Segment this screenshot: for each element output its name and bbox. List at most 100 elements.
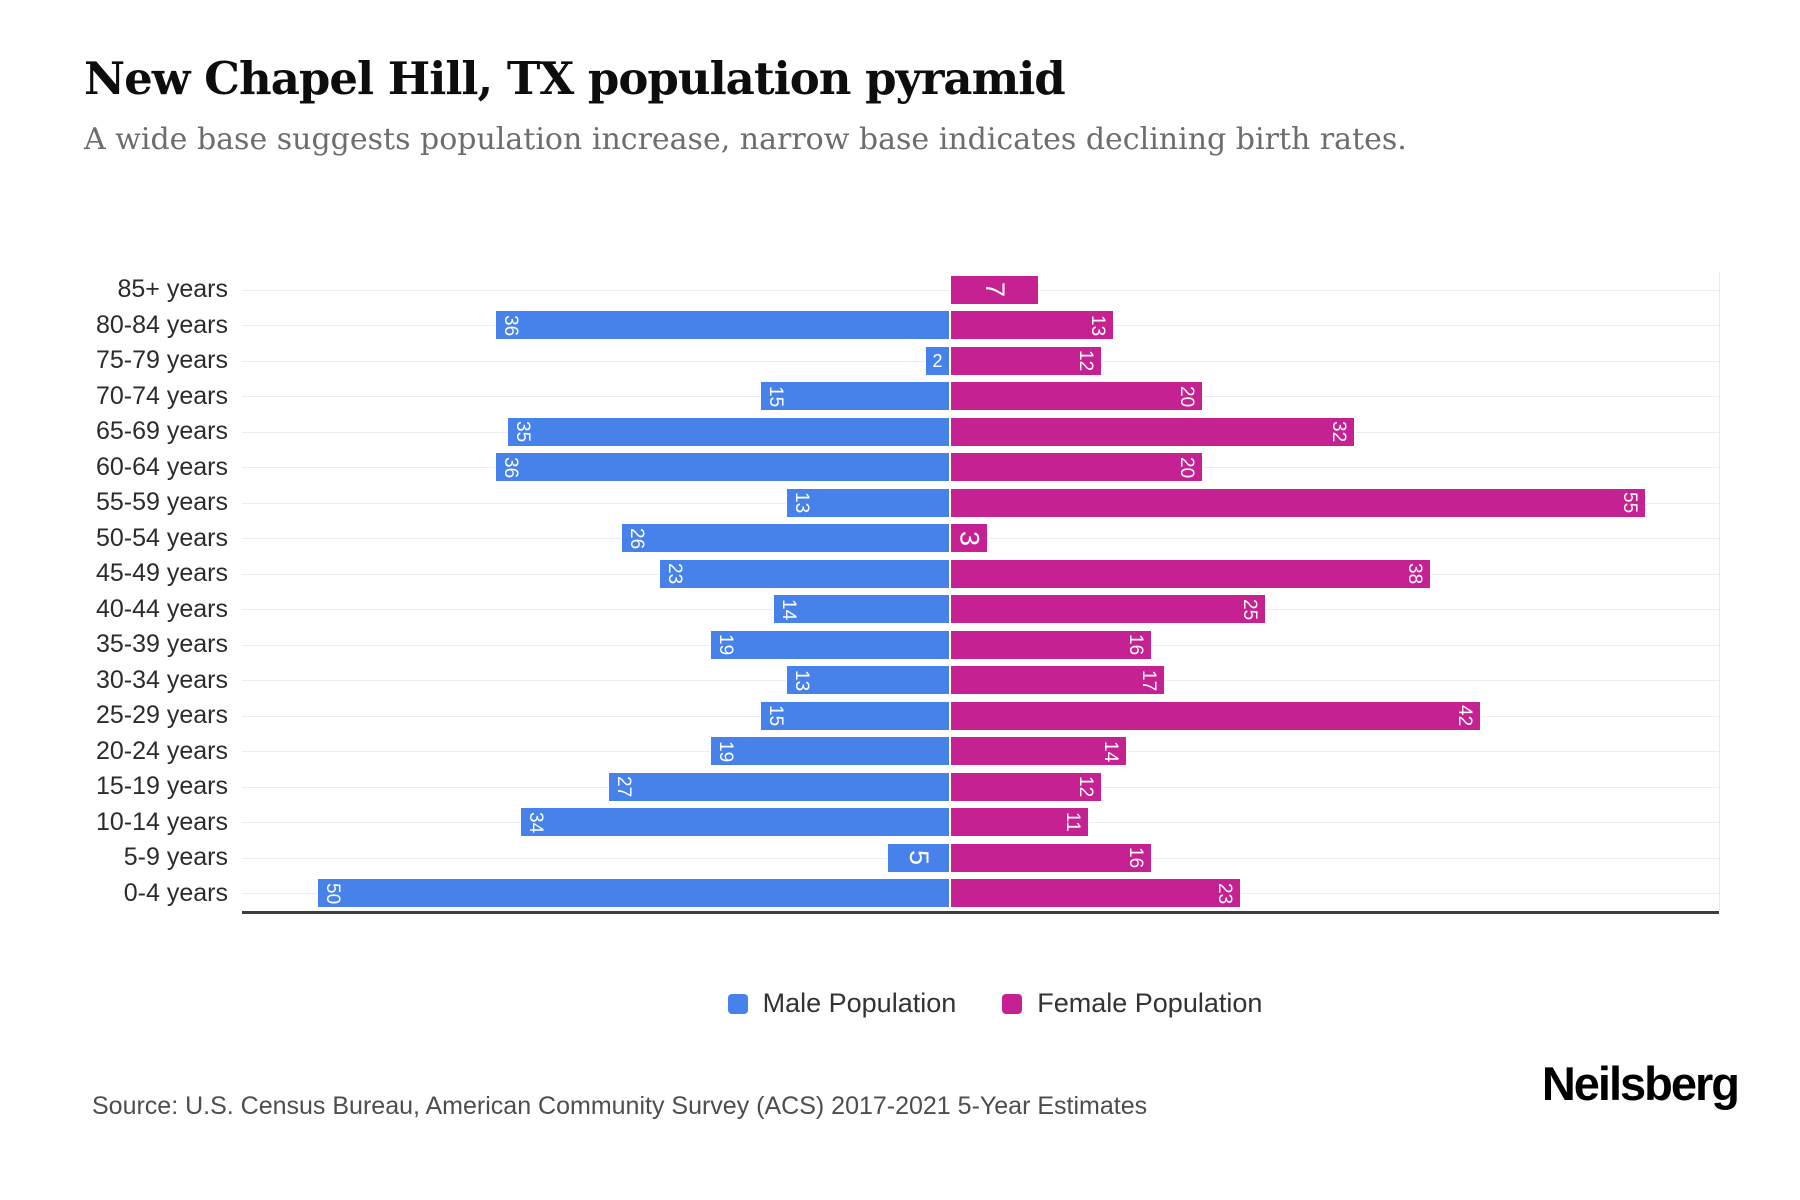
y-axis-label: 40-44 years — [95, 594, 228, 623]
male-bar[interactable]: 26 — [621, 523, 950, 554]
bar-value-label: 11 — [1062, 812, 1083, 833]
x-axis-baseline — [242, 911, 1719, 914]
row-plot-area: 5 16 — [242, 840, 1719, 876]
y-axis-label: 45-49 years — [95, 559, 228, 588]
source-attribution: Source: U.S. Census Bureau, American Com… — [92, 1092, 1148, 1120]
bar-value-label: 7 — [980, 282, 1010, 298]
female-bar[interactable]: 20 — [950, 452, 1203, 483]
row-plot-area: 36 20 — [242, 450, 1719, 486]
row-plot-area: 13 17 — [242, 663, 1719, 699]
male-bar[interactable]: 23 — [659, 558, 950, 589]
y-axis-label: 75-79 years — [95, 346, 228, 375]
age-group-row: 10-14 years 34 11 — [0, 805, 1800, 841]
legend-item-male[interactable]: Male Population — [727, 988, 956, 1019]
legend-label-female: Female Population — [1037, 988, 1263, 1018]
page-title: New Chapel Hill, TX population pyramid — [84, 52, 1066, 105]
age-group-row: 70-74 years 15 20 — [0, 379, 1800, 415]
female-bar[interactable]: 12 — [950, 345, 1102, 376]
female-bar[interactable]: 7 — [950, 274, 1039, 305]
row-plot-area: 19 14 — [242, 734, 1719, 770]
bar-value-label: 25 — [1239, 598, 1260, 620]
bar-value-label: 16 — [1125, 847, 1146, 869]
male-bar[interactable]: 2 — [925, 345, 950, 376]
female-bar[interactable]: 16 — [950, 842, 1152, 873]
bar-value-label: 26 — [626, 527, 647, 549]
female-bar[interactable]: 13 — [950, 310, 1114, 341]
age-group-row: 5-9 years 5 16 — [0, 840, 1800, 876]
row-plot-area: 50 23 — [242, 876, 1719, 912]
age-group-row: 40-44 years 14 25 — [0, 592, 1800, 628]
bar-value-label: 3 — [954, 530, 985, 546]
bar-value-label: 20 — [1176, 456, 1197, 478]
male-bar[interactable]: 36 — [495, 310, 950, 341]
male-bar[interactable]: 14 — [773, 594, 950, 625]
legend-item-female[interactable]: Female Population — [1002, 988, 1262, 1019]
female-bar[interactable]: 12 — [950, 771, 1102, 802]
y-axis-label: 50-54 years — [95, 523, 228, 552]
male-bar[interactable]: 19 — [710, 736, 950, 767]
bar-value-label: 23 — [664, 563, 685, 585]
age-group-row: 80-84 years 36 13 — [0, 308, 1800, 344]
row-plot-area: 2 12 — [242, 343, 1719, 379]
bar-value-label: 42 — [1454, 705, 1475, 727]
bar-value-label: 50 — [322, 882, 343, 904]
bar-value-label: 32 — [1328, 421, 1349, 443]
row-plot-area: 14 25 — [242, 592, 1719, 628]
chart-legend: Male Population Female Population — [0, 988, 1800, 1019]
female-bar[interactable]: 20 — [950, 381, 1203, 412]
y-axis-label: 55-59 years — [95, 488, 228, 517]
male-bar[interactable]: 34 — [520, 807, 950, 838]
y-axis-label: 25-29 years — [95, 701, 228, 730]
bar-value-label: 19 — [715, 634, 736, 656]
bar-value-label: 14 — [1100, 740, 1121, 762]
y-axis-label: 80-84 years — [95, 310, 228, 339]
y-axis-label: 65-69 years — [95, 417, 228, 446]
male-bar[interactable]: 36 — [495, 452, 950, 483]
female-bar[interactable]: 16 — [950, 629, 1152, 660]
male-bar[interactable]: 19 — [710, 629, 950, 660]
row-plot-area: 34 11 — [242, 805, 1719, 841]
male-bar[interactable]: 27 — [608, 771, 950, 802]
y-axis-label: 35-39 years — [95, 630, 228, 659]
age-group-row: 85+ years 7 — [0, 272, 1800, 308]
male-bar[interactable]: 13 — [786, 665, 950, 696]
pyramid-chart: 85+ years 7 80-84 years 36 13 75-79 years 2 12 7… — [0, 272, 1800, 911]
row-plot-area: 26 3 — [242, 521, 1719, 557]
age-group-row: 75-79 years 2 12 — [0, 343, 1800, 379]
row-plot-area: 13 55 — [242, 485, 1719, 521]
age-group-row: 0-4 years 50 23 — [0, 876, 1800, 912]
male-bar[interactable]: 5 — [887, 842, 950, 873]
male-bar[interactable]: 15 — [760, 381, 950, 412]
row-plot-area: 19 16 — [242, 627, 1719, 663]
female-bar[interactable]: 38 — [950, 558, 1431, 589]
bar-value-label: 38 — [1404, 563, 1425, 585]
female-bar[interactable]: 25 — [950, 594, 1266, 625]
age-group-row: 60-64 years 36 20 — [0, 450, 1800, 486]
male-bar[interactable]: 50 — [317, 878, 950, 909]
age-group-row: 15-19 years 27 12 — [0, 769, 1800, 805]
bar-value-label: 12 — [1075, 776, 1096, 798]
bar-value-label: 14 — [778, 598, 799, 620]
female-bar[interactable]: 55 — [950, 487, 1646, 518]
row-plot-area: 36 13 — [242, 308, 1719, 344]
female-bar[interactable]: 14 — [950, 736, 1127, 767]
female-bar[interactable]: 42 — [950, 700, 1481, 731]
female-bar[interactable]: 17 — [950, 665, 1165, 696]
bar-value-label: 16 — [1125, 634, 1146, 656]
bar-value-label: 35 — [512, 421, 533, 443]
bar-value-label: 13 — [1087, 314, 1108, 336]
male-bar[interactable]: 15 — [760, 700, 950, 731]
female-bar[interactable]: 3 — [950, 523, 988, 554]
bar-value-label: 13 — [791, 669, 812, 691]
female-bar[interactable]: 23 — [950, 878, 1241, 909]
age-group-row: 65-69 years 35 32 — [0, 414, 1800, 450]
age-group-row: 25-29 years 15 42 — [0, 698, 1800, 734]
female-bar[interactable]: 11 — [950, 807, 1089, 838]
male-bar[interactable]: 35 — [507, 416, 950, 447]
bar-value-label: 34 — [525, 811, 546, 833]
male-bar[interactable]: 13 — [786, 487, 950, 518]
age-group-row: 55-59 years 13 55 — [0, 485, 1800, 521]
bar-value-label: 36 — [500, 314, 521, 336]
female-bar[interactable]: 32 — [950, 416, 1355, 447]
y-axis-label: 0-4 years — [123, 878, 228, 907]
